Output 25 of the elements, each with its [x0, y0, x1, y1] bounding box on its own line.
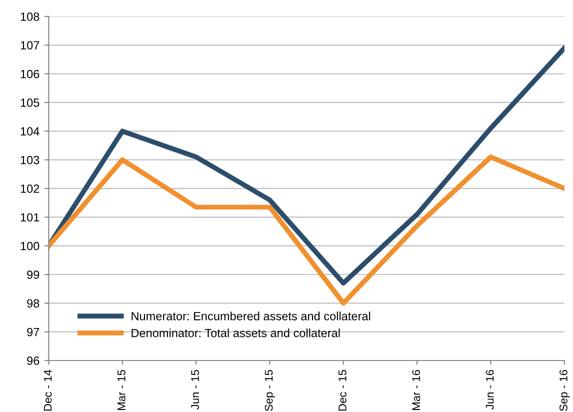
y-tick-label: 103: [20, 156, 40, 164]
y-tick-label: 99: [27, 270, 40, 279]
y-tick-label: 104: [20, 127, 40, 136]
y-tick-label: 97: [27, 328, 40, 336]
line-series: [48, 46, 564, 286]
x-tick-label: Jun - 15: [191, 370, 200, 410]
y-tick-label: 102: [20, 184, 40, 193]
y-tick-label: 101: [20, 213, 40, 222]
y-tick-label: 98: [27, 299, 40, 308]
x-tick-label: Dec - 15: [338, 370, 346, 411]
x-tick-label: Dec - 14: [44, 370, 52, 411]
y-tick-label: 100: [20, 242, 40, 250]
x-tick-label: Sep - 16: [560, 370, 570, 412]
y-tick-label: 108: [20, 12, 40, 21]
y-tick-label: 107: [20, 41, 40, 50]
x-tick-label: Mar - 16: [412, 370, 420, 410]
line-series: [48, 154, 564, 306]
y-tick-label: 96: [27, 356, 40, 365]
y-tick-label: 106: [20, 70, 40, 78]
x-tick-label: Jun - 16: [486, 370, 494, 410]
x-tick-label: Sep - 15: [264, 370, 275, 412]
x-tick-label: Mar - 15: [118, 370, 126, 410]
legend-label: Numerator: Encumbered assets and collateral: [132, 312, 370, 320]
y-tick-label: 105: [20, 98, 40, 107]
legend-label: Denominator: Total assets and collateral: [132, 328, 340, 338]
